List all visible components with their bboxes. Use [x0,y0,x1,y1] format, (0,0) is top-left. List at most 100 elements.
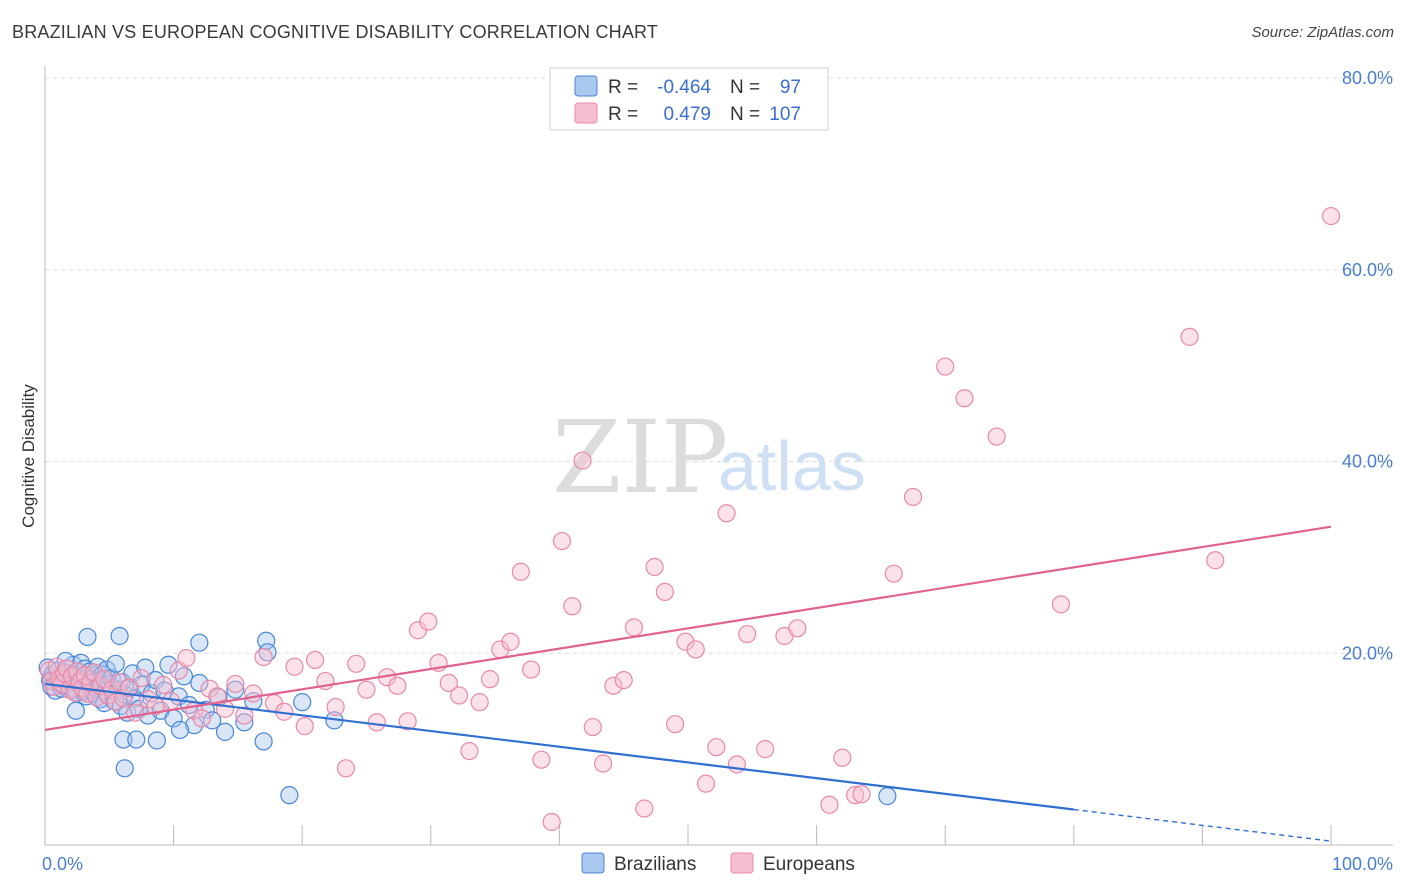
trend-lines [44,525,1332,842]
legend-r-value-2: 0.479 [663,104,711,125]
brazilians-point-72 [190,673,209,693]
europeans-point-40 [226,674,245,694]
europeans-point-94 [820,795,839,814]
tick-labels: 20.0% 40.0% 60.0% 80.0% 0.0% 100.0% [42,68,1393,874]
grid-lines [45,77,1393,654]
y-tick-label-1: 40.0% [1342,452,1393,472]
europeans-point-106 [1321,206,1341,226]
europeans-point-63 [460,741,479,761]
europeans-point-83 [666,715,685,734]
brazilians-point-77 [226,680,245,699]
europeans-point-96 [846,786,865,805]
legend-swatch-europeans [574,102,598,124]
y-tick-label-0: 20.0% [1342,643,1393,663]
europeans-point-37 [200,679,219,698]
europeans-point-102 [987,427,1006,446]
watermark-zip: ZIP [552,399,728,516]
europeans-point-68 [511,562,530,581]
europeans-point-78 [614,670,633,690]
europeans-point-99 [903,487,923,507]
europeans-point-77 [604,676,623,695]
europeans-point-72 [552,531,572,551]
europeans-point-82 [655,582,674,601]
legend-n-value-1: 97 [780,77,801,98]
europeans-point-70 [532,750,551,769]
europeans-point-26 [119,678,138,697]
europeans-point-47 [295,717,314,736]
legend-series: Brazilians Europeans [581,852,855,875]
europeans-point-52 [347,654,366,673]
brazilians-point-93 [878,787,897,806]
europeans-point-84 [676,632,695,651]
europeans-point-34 [177,648,196,668]
brazilians-point-86 [147,731,166,750]
legend-r-label-1: R = [608,77,638,98]
chart-source: Source: ZipAtlas.com [1251,24,1394,41]
europeans-point-87 [707,738,726,757]
europeans-point-67 [501,632,520,651]
europeans-point-79 [624,618,644,637]
europeans-point-85 [686,640,705,659]
europeans-point-36 [192,709,211,728]
x-tick-label-0: 0.0% [42,854,83,874]
legend-n-value-2: 107 [769,104,801,125]
legend-r-value-1: -0.464 [657,77,711,98]
trend-line-brazilians-extension [1073,808,1332,842]
europeans-point-105 [1206,551,1225,570]
europeans-point-81 [645,557,664,577]
europeans-point-103 [1051,595,1071,614]
europeans-point-56 [388,676,407,695]
legend-bottom-swatch-brazilians [581,852,605,874]
europeans-point-73 [563,597,582,616]
europeans-point-61 [439,673,458,693]
europeans-point-59 [419,612,438,631]
brazilians-point-80 [254,732,273,751]
europeans-point-27 [125,703,145,722]
europeans-point-31 [154,675,173,694]
legend-bottom-europeans: Europeans [763,854,855,875]
legend-bottom-brazilians: Brazilians [614,854,696,875]
europeans-point-42 [244,684,263,703]
brazilians-point-95 [66,701,85,720]
brazilians-point-92 [280,786,299,805]
legend-n-label-1: N = [730,77,760,98]
brazilians-point-82 [110,626,129,646]
brazilians-point-96 [170,720,190,740]
brazilians-point-78 [235,713,254,732]
legend-r-label-2: R = [608,104,638,125]
brazilians-point-88 [127,730,146,749]
europeans-point-91 [756,740,775,759]
europeans-point-32 [161,692,181,711]
trend-line-europeans [44,525,1332,732]
brazilians-point-76 [215,722,235,741]
europeans-point-69 [522,660,541,679]
legend-bottom-swatch-europeans [730,852,754,874]
europeans-point-65 [480,670,500,689]
europeans-point-41 [235,706,254,725]
x-tick-label-1: 100.0% [1332,854,1393,874]
europeans-point-18 [87,688,106,707]
series-europeans [39,206,1341,832]
y-tick-label-3: 80.0% [1342,68,1393,88]
europeans-point-74 [573,451,592,470]
axes [44,66,1393,846]
brazilians-point-87 [114,730,133,749]
europeans-point-50 [326,697,345,717]
europeans-point-64 [470,693,489,712]
brazilians-point-66 [159,655,178,674]
europeans-point-98 [884,564,903,583]
brazilians-point-83 [190,633,209,652]
legend-swatch-brazilians [574,75,598,97]
europeans-point-104 [1180,327,1199,346]
chart-title: BRAZILIAN VS EUROPEAN COGNITIVE DISABILI… [12,22,659,42]
series-brazilians [38,626,897,806]
brazilians-point-69 [174,667,193,686]
europeans-point-88 [717,504,736,523]
europeans-point-95 [833,748,852,767]
europeans-point-57 [398,712,417,731]
europeans-point-28 [132,669,151,688]
brazilians-point-49 [106,654,125,673]
europeans-point-90 [738,624,757,644]
europeans-point-46 [285,657,304,676]
